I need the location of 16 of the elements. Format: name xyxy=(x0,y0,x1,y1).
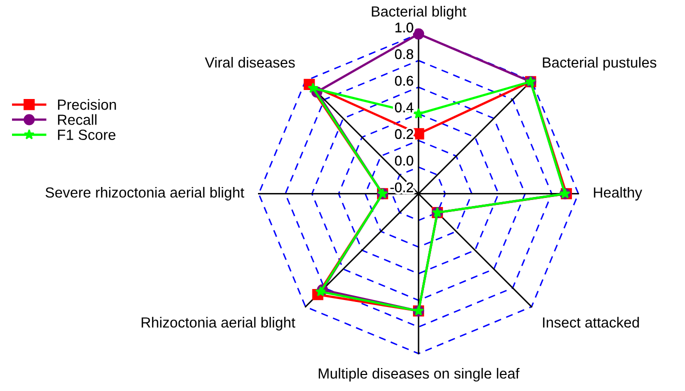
y-tick-label: 0.2 xyxy=(394,129,414,139)
spoke-label: Healthy xyxy=(594,186,642,201)
legend-label: Recall xyxy=(58,114,96,125)
spoke-label: Bacterial blight xyxy=(372,6,466,20)
y-tick-label: 0.8 xyxy=(394,49,414,60)
spoke-label: Rhizoctonia aerial blight xyxy=(142,316,296,331)
y-tick-label: 0.0 xyxy=(394,156,414,166)
spoke-label: Insect attacked xyxy=(543,316,639,328)
y-tick-label: 0.6 xyxy=(394,76,414,86)
spoke-label: Severe rhizoctonia aerial blight xyxy=(46,186,244,201)
spoke-label: Viral diseases xyxy=(204,56,295,68)
legend-label: Precision xyxy=(58,99,116,110)
legend-label: F1 Score xyxy=(58,130,116,140)
spoke-label: Multiple diseases on single leaf xyxy=(318,368,520,382)
spoke-label: Bacterial pustules xyxy=(542,56,656,71)
y-tick-label: 1.0 xyxy=(395,22,414,32)
